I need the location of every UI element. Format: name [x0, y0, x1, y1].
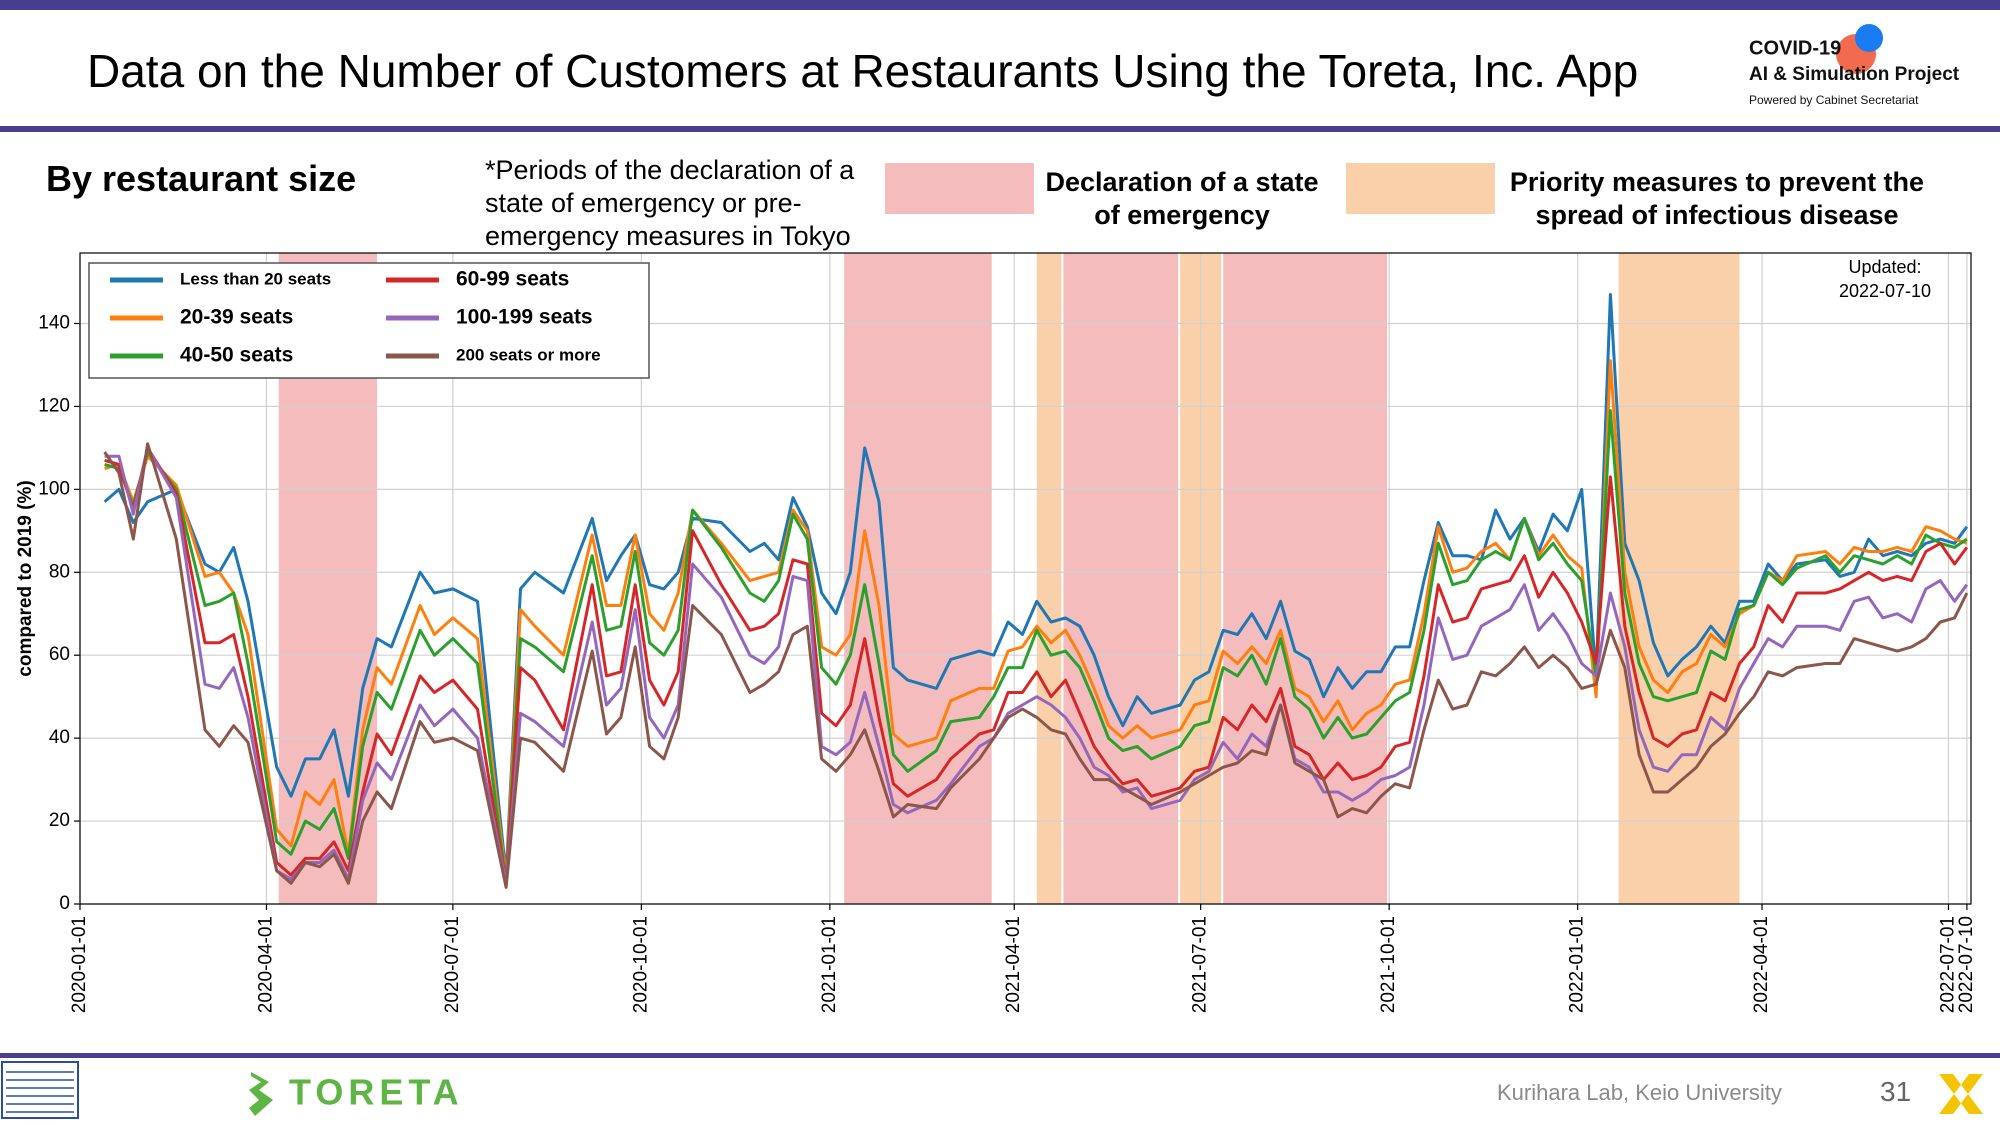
series-line	[104, 446, 1969, 885]
corner-x	[1939, 1074, 1983, 1114]
y-tick-label: 20	[49, 810, 70, 831]
logo-stripes	[6, 1071, 74, 1113]
x-tick-label: 2022-07-10	[1956, 916, 1977, 1013]
shading-label: Declaration of a state of emergency	[1045, 167, 1319, 230]
page-number: 31	[1880, 1076, 1912, 1107]
note-line: state of emergency or pre-	[485, 188, 802, 218]
page-title: Data on the Number of Customers at Resta…	[87, 45, 1639, 97]
y-tick-label: 140	[38, 313, 70, 334]
annotation: 2022-07-10	[1839, 281, 1931, 301]
shaded-period	[1036, 253, 1062, 904]
x-tick-label: 2020-01-01	[69, 916, 90, 1013]
toreta-wordmark: TORETA	[289, 1072, 464, 1113]
project-logo: COVID-19 AI & Simulation Project Powered…	[1749, 24, 1960, 107]
x-tick-label: 2022-01-01	[1567, 916, 1588, 1013]
note: *Periods of the declaration of a state o…	[485, 154, 854, 253]
series-line	[103, 293, 1969, 877]
series-line	[104, 359, 1968, 881]
logo-dot	[1855, 24, 1883, 52]
x-tick-label: 2022-04-01	[1751, 916, 1772, 1013]
legend: Less than 20 seats 20-39 seats 40-50 seats…	[88, 262, 650, 379]
legend-frame	[88, 262, 650, 379]
shaded-period	[844, 253, 992, 904]
series-line	[104, 409, 1968, 885]
y-axis-label: compared to 2019 (%)	[15, 480, 36, 676]
logo-frame	[1, 1061, 79, 1119]
y-tick-label: 60	[49, 644, 70, 665]
x-tick-label: 2020-10-01	[630, 916, 651, 1013]
footer-rule	[0, 1053, 2000, 1058]
x-tick-label: 2020-04-01	[255, 916, 276, 1013]
series-line	[103, 442, 1969, 889]
shaded-period	[1223, 253, 1388, 904]
logo-project: AI & Simulation Project	[1749, 64, 1960, 85]
header-rule	[0, 126, 2000, 132]
shading-label: Priority measures to prevent the spread …	[1509, 167, 1925, 230]
annotation: Updated:	[1848, 257, 1921, 277]
shading-swatch	[885, 163, 1034, 214]
series-line	[104, 446, 1969, 885]
x-tick-label: 2020-07-01	[442, 916, 463, 1013]
subtitle: By restaurant size	[46, 158, 357, 199]
x-tick-label: 2021-10-01	[1378, 916, 1399, 1013]
note-line: emergency measures in Tokyo	[485, 221, 851, 251]
chart: 0 20 40 60 80 100 120 140 2020-01-01 2020-04-01 20…	[15, 252, 1977, 1013]
logo-name: COVID-19	[1749, 37, 1841, 59]
toreta-icon	[249, 1072, 273, 1116]
corner-mark	[1939, 1074, 1983, 1114]
legend-label: 100-199 seats	[456, 306, 593, 329]
note-line: *Periods of the declaration of a	[485, 155, 855, 185]
toreta-logo: TORETA	[249, 1072, 464, 1116]
plot-frame	[79, 252, 1972, 905]
x-tick-label: 2021-01-01	[819, 916, 840, 1013]
legend-label: 40-50 seats	[180, 344, 293, 367]
y-tick-label: 0	[59, 893, 70, 914]
legend-label: 200 seats or more	[456, 345, 601, 364]
credit: Kurihara Lab, Keio University	[1497, 1080, 1782, 1105]
lab-logo	[1, 1061, 79, 1119]
x-tick-label: 2021-07-01	[1190, 916, 1211, 1013]
legend-label: Less than 20 seats	[180, 269, 331, 288]
top-bar	[0, 0, 2000, 10]
y-tick-label: 120	[38, 395, 70, 416]
legend-label: 20-39 seats	[180, 306, 293, 329]
shading-swatch	[1346, 163, 1495, 214]
x-tick-label: 2021-04-01	[1003, 916, 1024, 1013]
y-tick-label: 80	[49, 561, 70, 582]
x-tick-label: 2022-07-01	[1937, 916, 1958, 1013]
logo-powered: Powered by Cabinet Secretariat	[1749, 93, 1919, 107]
y-tick-label: 40	[49, 727, 70, 748]
y-tick-label: 100	[38, 478, 70, 499]
legend-label: 60-99 seats	[456, 268, 569, 291]
